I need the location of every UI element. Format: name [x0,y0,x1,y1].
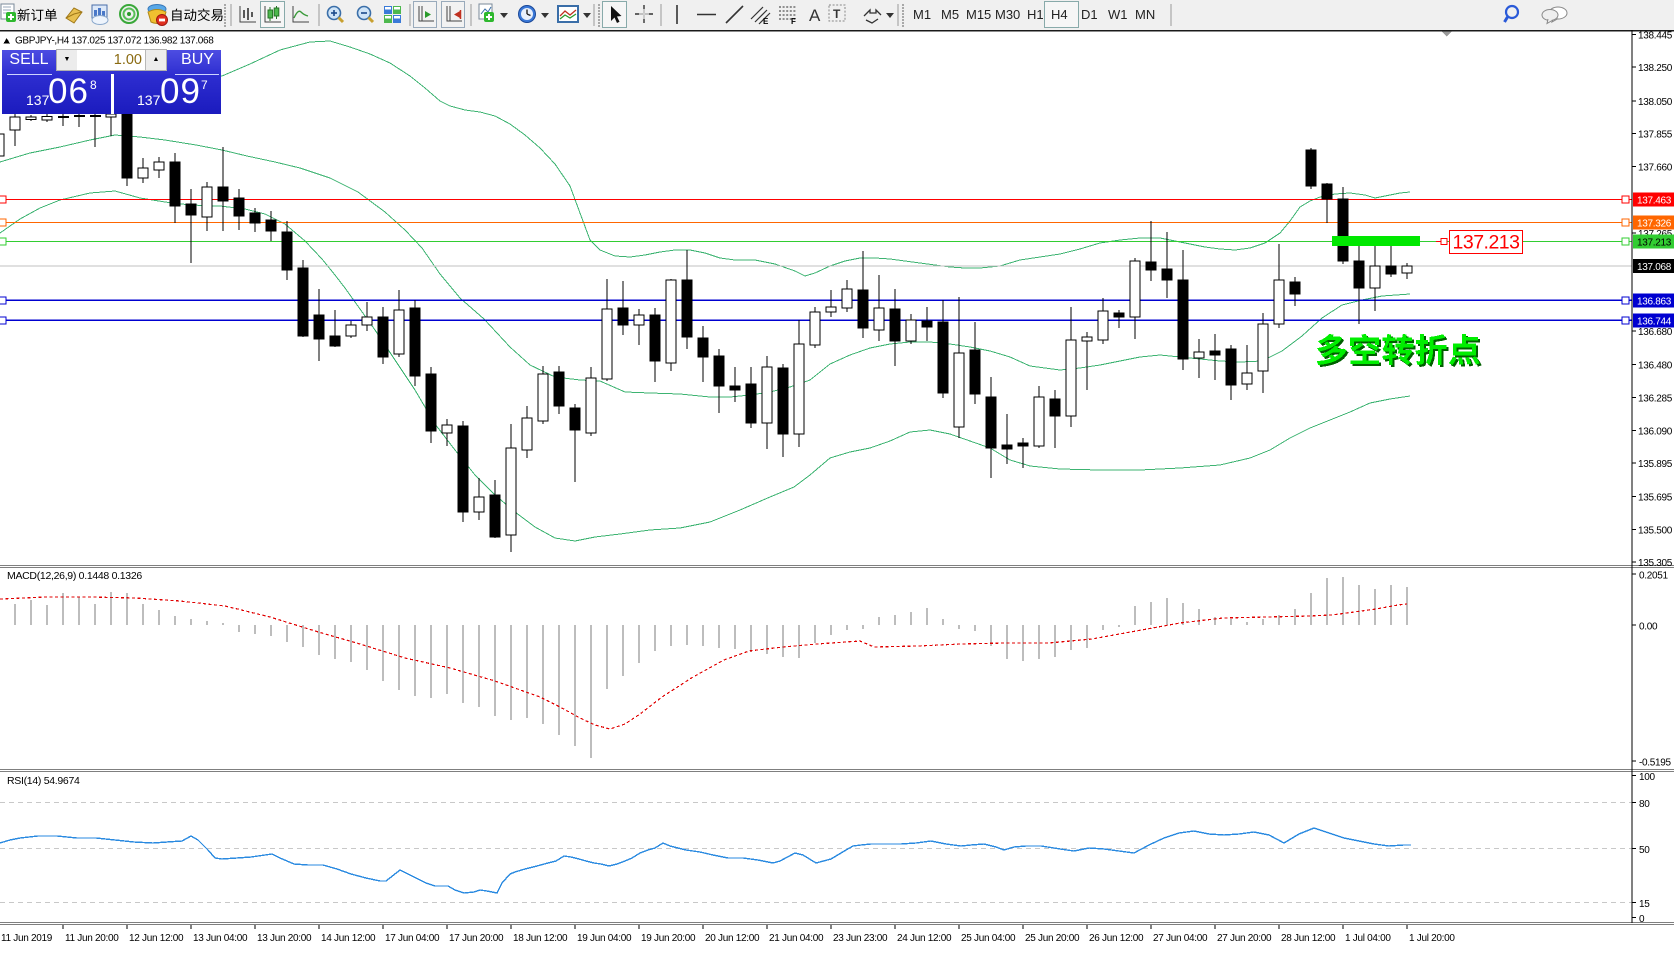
svg-text:0: 0 [1639,914,1645,925]
svg-text:27 Jun 20:00: 27 Jun 20:00 [1217,933,1272,944]
svg-text:15: 15 [1639,899,1650,910]
svg-text:19 Jun 04:00: 19 Jun 04:00 [577,933,632,944]
svg-text:M30: M30 [995,7,1020,22]
svg-text:136.744: 136.744 [1637,316,1672,327]
svg-text:136.480: 136.480 [1638,361,1673,372]
svg-text:14 Jun 12:00: 14 Jun 12:00 [321,933,376,944]
svg-text:137.326: 137.326 [1637,219,1672,230]
svg-text:MN: MN [1135,7,1155,22]
svg-text:D1: D1 [1081,7,1098,22]
svg-text:26 Jun 12:00: 26 Jun 12:00 [1089,933,1144,944]
svg-text:23 Jun 23:00: 23 Jun 23:00 [833,933,888,944]
svg-text:20 Jun 12:00: 20 Jun 12:00 [705,933,760,944]
svg-text:138.050: 138.050 [1638,97,1673,108]
svg-text:17 Jun 20:00: 17 Jun 20:00 [449,933,504,944]
svg-text:135.695: 135.695 [1638,493,1673,504]
svg-text:17 Jun 04:00: 17 Jun 04:00 [385,933,440,944]
svg-text:E: E [763,17,769,26]
svg-text:135.895: 135.895 [1638,459,1673,470]
svg-text:137.213: 137.213 [1637,238,1672,249]
svg-text:M1: M1 [913,7,931,22]
svg-text:0.2051: 0.2051 [1639,571,1669,582]
svg-text:21 Jun 04:00: 21 Jun 04:00 [769,933,824,944]
svg-text:1 Jul 04:00: 1 Jul 04:00 [1345,933,1391,944]
svg-text:137.660: 137.660 [1638,162,1673,173]
svg-text:24 Jun 12:00: 24 Jun 12:00 [897,933,952,944]
svg-text:13 Jun 04:00: 13 Jun 04:00 [193,933,248,944]
svg-text:138.445: 138.445 [1638,30,1673,41]
svg-text:11 Jun 20:00: 11 Jun 20:00 [65,933,119,944]
svg-text:137.855: 137.855 [1638,130,1673,141]
svg-text:25 Jun 04:00: 25 Jun 04:00 [961,933,1016,944]
svg-text:136.863: 136.863 [1637,296,1672,307]
svg-text:27 Jun 04:00: 27 Jun 04:00 [1153,933,1208,944]
svg-text:RSI(14) 54.9674: RSI(14) 54.9674 [7,775,80,787]
svg-text:138.250: 138.250 [1638,63,1673,74]
svg-text:MACD(12,26,9) 0.1448 0.1326: MACD(12,26,9) 0.1448 0.1326 [7,570,142,582]
svg-text:GBPJPY-,H4 137.025 137.072 13: GBPJPY-,H4 137.025 137.072 136.982 137.0… [15,36,214,47]
svg-text:135.305: 135.305 [1638,558,1673,569]
svg-text:136.090: 136.090 [1638,426,1673,437]
svg-text:50: 50 [1639,845,1650,856]
svg-text:25 Jun 20:00: 25 Jun 20:00 [1025,933,1080,944]
svg-text:12 Jun 12:00: 12 Jun 12:00 [129,933,184,944]
svg-text:H4: H4 [1051,7,1068,22]
svg-text:136.680: 136.680 [1638,327,1673,338]
svg-text:135.500: 135.500 [1638,526,1673,537]
svg-text:1 Jul 20:00: 1 Jul 20:00 [1409,933,1455,944]
svg-text:136.285: 136.285 [1638,394,1673,405]
svg-text:-0.5195: -0.5195 [1639,758,1672,769]
svg-text:137.213: 137.213 [1453,232,1520,254]
svg-text:19 Jun 20:00: 19 Jun 20:00 [641,933,696,944]
svg-text:H1: H1 [1027,7,1044,22]
svg-text:W1: W1 [1108,7,1128,22]
svg-text:M5: M5 [941,7,959,22]
svg-text:100: 100 [1639,772,1656,783]
svg-text:28 Jun 12:00: 28 Jun 12:00 [1281,933,1336,944]
svg-text:137.068: 137.068 [1637,262,1672,273]
svg-text:M15: M15 [966,7,991,22]
svg-text:137.463: 137.463 [1637,196,1672,207]
svg-text:A: A [809,6,821,25]
svg-text:T: T [833,7,841,21]
svg-text:137.265: 137.265 [1638,229,1673,240]
svg-text:13 Jun 20:00: 13 Jun 20:00 [257,933,312,944]
svg-text:0.00: 0.00 [1639,622,1658,633]
svg-text:18 Jun 12:00: 18 Jun 12:00 [513,933,568,944]
svg-text:F: F [791,17,796,26]
svg-text:11 Jun 2019: 11 Jun 2019 [1,933,53,944]
svg-text:80: 80 [1639,799,1650,810]
